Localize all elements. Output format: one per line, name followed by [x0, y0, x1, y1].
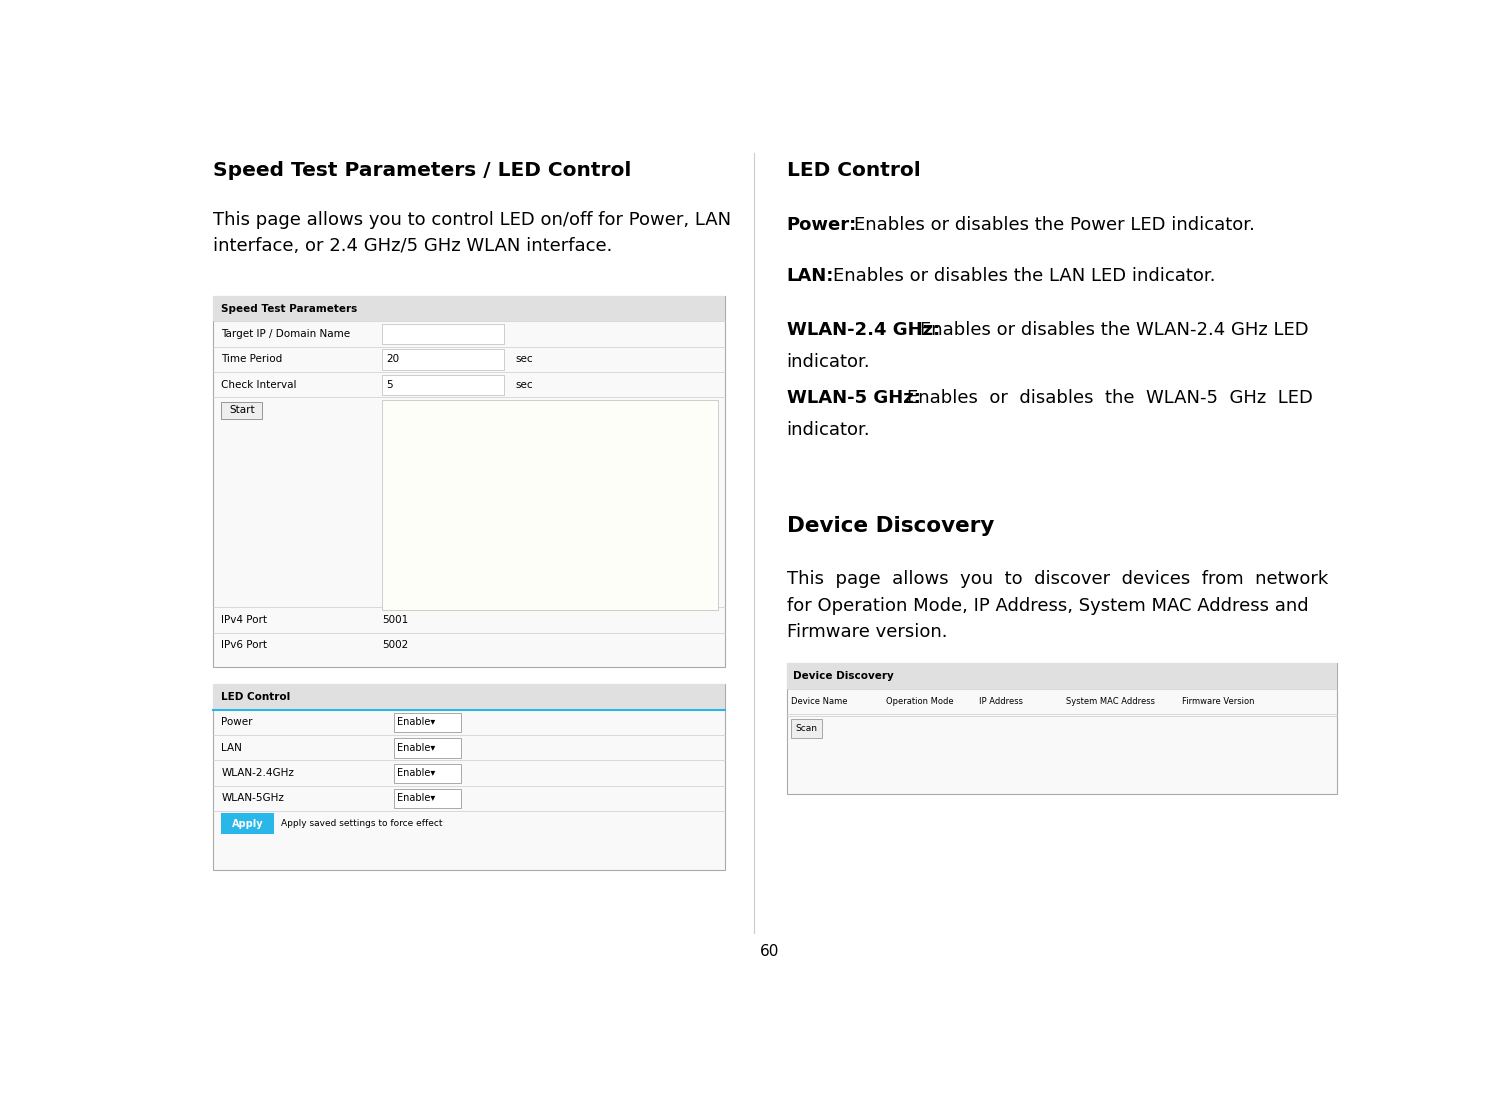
FancyBboxPatch shape — [221, 813, 273, 834]
Text: LED Control: LED Control — [221, 692, 291, 701]
Text: IP Address: IP Address — [979, 697, 1022, 706]
FancyBboxPatch shape — [393, 739, 461, 757]
Text: sec: sec — [516, 354, 533, 364]
Text: Enable▾: Enable▾ — [396, 717, 435, 728]
Text: Enables or disables the LAN LED indicator.: Enables or disables the LAN LED indicato… — [833, 266, 1216, 285]
Text: Target IP / Domain Name: Target IP / Domain Name — [221, 329, 351, 339]
FancyBboxPatch shape — [381, 324, 504, 344]
Text: Apply saved settings to force effect: Apply saved settings to force effect — [281, 819, 443, 829]
Text: Speed Test Parameters: Speed Test Parameters — [221, 304, 357, 313]
FancyBboxPatch shape — [381, 400, 717, 610]
Text: Device Discovery: Device Discovery — [793, 671, 893, 681]
Text: 20: 20 — [387, 354, 399, 364]
FancyBboxPatch shape — [213, 296, 725, 667]
Text: 5: 5 — [387, 379, 393, 390]
FancyBboxPatch shape — [393, 713, 461, 732]
Text: Enable▾: Enable▾ — [396, 768, 435, 778]
Text: Start: Start — [230, 406, 255, 415]
Text: Check Interval: Check Interval — [221, 379, 297, 390]
Text: WLAN-2.4 GHz:: WLAN-2.4 GHz: — [787, 321, 940, 340]
FancyBboxPatch shape — [213, 684, 725, 870]
Text: Operation Mode: Operation Mode — [886, 697, 953, 706]
Text: Enable▾: Enable▾ — [396, 794, 435, 803]
Text: LAN:: LAN: — [787, 266, 835, 285]
Text: This page allows you to control LED on/off for Power, LAN: This page allows you to control LED on/o… — [213, 210, 731, 229]
Text: Device Discovery: Device Discovery — [787, 515, 994, 536]
Text: IPv6 Port: IPv6 Port — [221, 640, 267, 650]
Text: sec: sec — [516, 379, 533, 390]
Text: IPv4 Port: IPv4 Port — [221, 615, 267, 625]
Text: Enables or disables the Power LED indicator.: Enables or disables the Power LED indica… — [854, 216, 1255, 233]
Text: Speed Test Parameters / LED Control: Speed Test Parameters / LED Control — [213, 161, 632, 180]
Text: System MAC Address: System MAC Address — [1066, 697, 1154, 706]
Text: indicator.: indicator. — [787, 354, 871, 372]
Text: 60: 60 — [760, 945, 779, 959]
Text: 5001: 5001 — [381, 615, 408, 625]
Text: 5002: 5002 — [381, 640, 408, 650]
Text: Enables or disables the WLAN-2.4 GHz LED: Enables or disables the WLAN-2.4 GHz LED — [920, 321, 1309, 340]
Text: Time Period: Time Period — [221, 354, 282, 364]
Text: WLAN-5 GHz:: WLAN-5 GHz: — [787, 389, 920, 407]
FancyBboxPatch shape — [213, 684, 725, 709]
FancyBboxPatch shape — [393, 789, 461, 809]
Text: WLAN-5GHz: WLAN-5GHz — [221, 794, 284, 803]
FancyBboxPatch shape — [393, 764, 461, 783]
Text: Apply: Apply — [231, 819, 263, 829]
FancyBboxPatch shape — [221, 401, 263, 420]
Text: LAN: LAN — [221, 743, 242, 753]
Text: Firmware version.: Firmware version. — [787, 623, 947, 641]
Text: for Operation Mode, IP Address, System MAC Address and: for Operation Mode, IP Address, System M… — [787, 596, 1309, 615]
Text: Device Name: Device Name — [791, 697, 848, 706]
FancyBboxPatch shape — [381, 375, 504, 395]
Text: indicator.: indicator. — [787, 421, 871, 439]
Text: Enables  or  disables  the  WLAN-5  GHz  LED: Enables or disables the WLAN-5 GHz LED — [907, 389, 1312, 407]
Text: Firmware Version: Firmware Version — [1183, 697, 1255, 706]
Text: Power:: Power: — [787, 216, 857, 233]
Text: WLAN-2.4GHz: WLAN-2.4GHz — [221, 768, 294, 778]
Text: LED Control: LED Control — [787, 161, 920, 180]
FancyBboxPatch shape — [787, 663, 1337, 688]
Text: Enable▾: Enable▾ — [396, 743, 435, 753]
FancyBboxPatch shape — [787, 663, 1337, 794]
Text: Power: Power — [221, 717, 252, 728]
FancyBboxPatch shape — [791, 719, 821, 739]
Text: Scan: Scan — [796, 723, 818, 732]
FancyBboxPatch shape — [213, 296, 725, 321]
FancyBboxPatch shape — [381, 350, 504, 369]
Text: This  page  allows  you  to  discover  devices  from  network: This page allows you to discover devices… — [787, 570, 1328, 589]
Text: interface, or 2.4 GHz/5 GHz WLAN interface.: interface, or 2.4 GHz/5 GHz WLAN interfa… — [213, 237, 612, 255]
